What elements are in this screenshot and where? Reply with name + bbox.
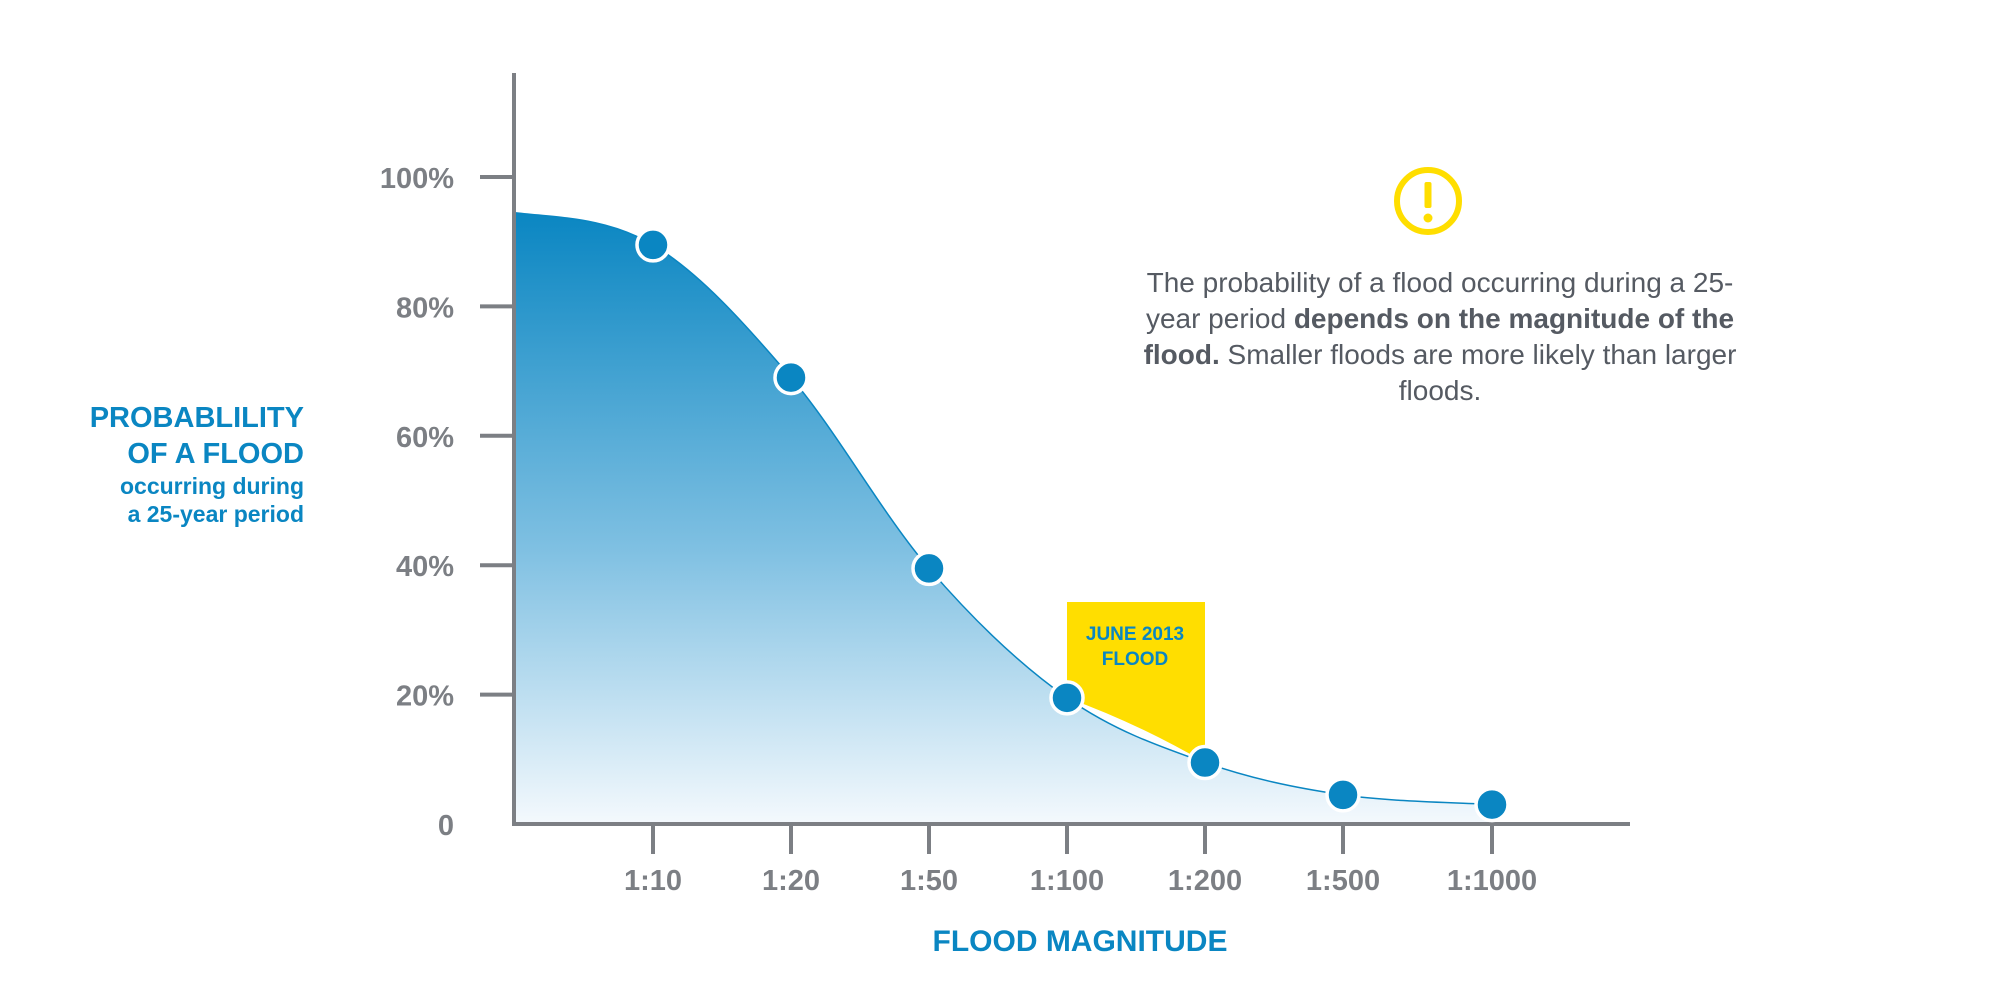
y-tick-label: 80%	[396, 292, 454, 324]
x-tick-label: 1:500	[1306, 865, 1380, 897]
probability-curve	[513, 211, 1493, 806]
note-text-part2: Smaller floods are more likely than larg…	[1219, 339, 1737, 406]
y-tick-label: 20%	[396, 681, 454, 713]
probability-area	[514, 212, 1492, 824]
y-tick-label: 0	[438, 810, 454, 842]
note-text-bold: depends on the magnitude of the flood.	[1143, 303, 1735, 370]
y-axis-title-line3: occurring during	[120, 473, 304, 499]
exclamation-icon	[1394, 167, 1462, 235]
info-note: The probability of a flood occurring dur…	[1140, 265, 1740, 409]
x-axis-title: FLOOD MAGNITUDE	[932, 925, 1228, 958]
y-tick-label: 60%	[396, 422, 454, 454]
x-tick-label: 1:20	[762, 865, 820, 897]
x-tick-label: 1:1000	[1447, 865, 1537, 897]
flood-label-line1: JUNE 2013	[1085, 624, 1185, 645]
data-point	[911, 550, 947, 587]
y-axis-title: PROBABLILITY OF A FLOOD occurring during…	[40, 400, 304, 528]
x-tick-label: 1:100	[1030, 865, 1104, 897]
data-point	[1325, 777, 1361, 813]
y-tick-label: 100%	[380, 163, 454, 195]
y-tick-label: 40%	[396, 551, 454, 583]
june-2013-flood-label: JUNE 2013 FLOOD	[1065, 622, 1205, 672]
x-tick-label: 1:10	[624, 865, 682, 897]
data-point	[773, 359, 809, 396]
x-tick-label: 1:50	[900, 865, 958, 897]
data-point	[1049, 680, 1085, 716]
x-tick-label: 1:200	[1168, 865, 1242, 897]
note-text-part1: The probability of a flood occurring dur…	[1145, 267, 1734, 334]
june-2013-flood-highlight	[1067, 602, 1205, 763]
y-axis-title-line2: OF A FLOOD	[127, 438, 304, 470]
y-axis-title-line1: PROBABLILITY	[89, 402, 304, 434]
flood-label-line2: FLOOD	[1101, 649, 1169, 670]
data-point	[1474, 786, 1510, 823]
y-axis-title-line4: a 25-year period	[127, 501, 304, 527]
data-point	[635, 227, 671, 263]
data-point	[1187, 744, 1223, 781]
